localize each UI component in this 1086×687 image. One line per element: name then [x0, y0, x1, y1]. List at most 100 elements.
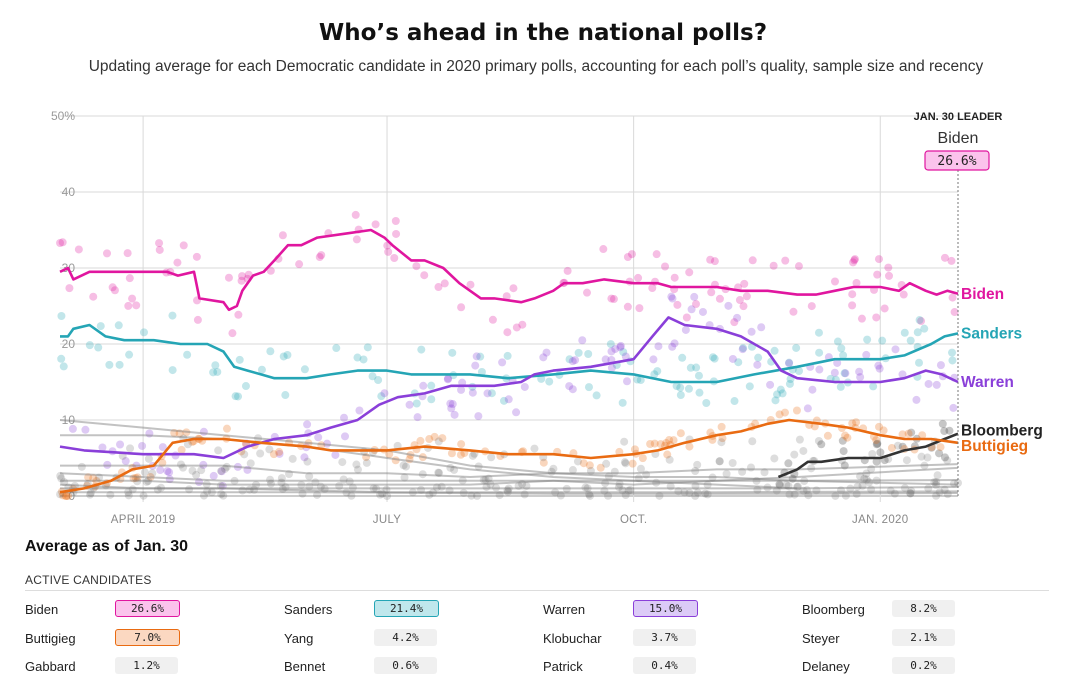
poll-dot: [684, 384, 693, 393]
poll-dot: [933, 471, 942, 480]
poll-dot: [872, 436, 881, 445]
poll-dot: [624, 486, 633, 495]
poll-dot: [642, 470, 651, 479]
poll-dot: [266, 479, 275, 488]
poll-dot: [812, 486, 821, 495]
poll-dot: [630, 445, 639, 454]
poll-dot: [139, 328, 148, 337]
poll-dot: [132, 301, 141, 310]
poll-dot: [923, 453, 932, 462]
poll-dot: [473, 491, 482, 500]
poll-dot: [662, 438, 671, 447]
poll-dot: [383, 491, 392, 500]
poll-dot: [650, 370, 659, 379]
candidate-average: Patrick 0.4%: [543, 655, 802, 679]
minor-candidate-line: [60, 434, 798, 490]
buttigieg-line: [59, 418, 959, 494]
y-tick-label: 50%: [51, 109, 75, 123]
poll-dot: [799, 486, 808, 495]
poll-dot: [103, 460, 112, 469]
poll-dot: [785, 490, 794, 499]
poll-dot: [940, 485, 949, 494]
sanders-end-label: Sanders: [961, 325, 1022, 342]
poll-dot: [539, 458, 548, 467]
poll-dot: [578, 336, 587, 345]
poll-dot: [203, 487, 212, 496]
poll-dot: [418, 470, 427, 479]
poll-dot: [425, 490, 434, 499]
poll-dot: [279, 352, 288, 361]
poll-dot: [486, 480, 495, 489]
poll-dot: [793, 482, 802, 491]
poll-dot: [217, 467, 226, 476]
poll-dot: [848, 419, 857, 428]
poll-dot: [468, 451, 477, 460]
poll-dot: [621, 459, 630, 468]
poll-dot: [163, 467, 172, 476]
poll-dot: [653, 367, 662, 376]
candidate-value: 0.6%: [374, 657, 437, 674]
poll-dot: [672, 382, 681, 391]
poll-dot: [240, 450, 249, 459]
poll-dot: [222, 424, 231, 433]
poll-dot: [940, 253, 949, 262]
poll-dot: [715, 457, 724, 466]
poll-dot: [907, 428, 916, 437]
poll-dot: [445, 486, 454, 495]
poll-dot: [841, 491, 850, 500]
poll-dot: [514, 481, 523, 490]
y-tick-label: 20: [62, 337, 76, 351]
poll-dot: [693, 460, 702, 469]
poll-dot: [850, 256, 859, 265]
poll-dot: [457, 303, 466, 312]
poll-dot: [213, 367, 222, 376]
poll-dot: [347, 491, 356, 500]
sanders-line: [60, 323, 959, 384]
poll-dot: [852, 489, 861, 498]
poll-dot: [695, 388, 704, 397]
poll-dot: [74, 245, 83, 254]
poll-dot: [563, 266, 572, 275]
poll-dot: [269, 450, 278, 459]
poll-dot: [753, 360, 762, 369]
poll-dot: [623, 302, 632, 311]
poll-dot: [886, 486, 895, 495]
poll-dot: [678, 353, 687, 362]
poll-dot: [64, 492, 73, 500]
poll-dot: [192, 470, 201, 479]
poll-dot: [266, 347, 275, 356]
poll-dot: [917, 452, 926, 461]
poll-dot: [784, 459, 793, 468]
poll-dot: [691, 300, 700, 309]
poll-dot: [585, 490, 594, 499]
poll-dot: [214, 446, 223, 455]
poll-dot: [405, 455, 414, 464]
averages-row: Biden 26.6% Sanders 21.4% Warren 15.0% Bloombe…: [25, 598, 1065, 622]
poll-dot: [618, 486, 627, 495]
minor-candidate-line: [59, 483, 959, 490]
poll-dot: [938, 419, 947, 428]
poll-dot: [898, 430, 907, 439]
poll-dot: [638, 454, 647, 463]
poll-dot: [467, 491, 476, 500]
poll-dot: [602, 459, 611, 468]
candidate-average: Klobuchar 3.7%: [543, 627, 802, 651]
poll-dot: [351, 210, 360, 219]
poll-dot: [945, 426, 954, 435]
poll-dot: [457, 440, 466, 449]
poll-dot: [606, 340, 615, 349]
poll-dot: [615, 480, 624, 489]
poll-dot: [670, 273, 679, 282]
poll-dot: [341, 432, 350, 441]
poll-dot: [778, 389, 787, 398]
poll-dot: [266, 266, 275, 275]
poll-dot: [581, 483, 590, 492]
poll-dot: [340, 413, 349, 422]
poll-dot: [68, 424, 77, 433]
poll-dot: [585, 491, 594, 500]
poll-dot: [231, 392, 240, 401]
poll-dot: [124, 301, 133, 310]
x-tick-label: APRIL 2019: [111, 514, 176, 526]
poll-dot: [179, 241, 188, 250]
poll-dot: [224, 273, 233, 282]
